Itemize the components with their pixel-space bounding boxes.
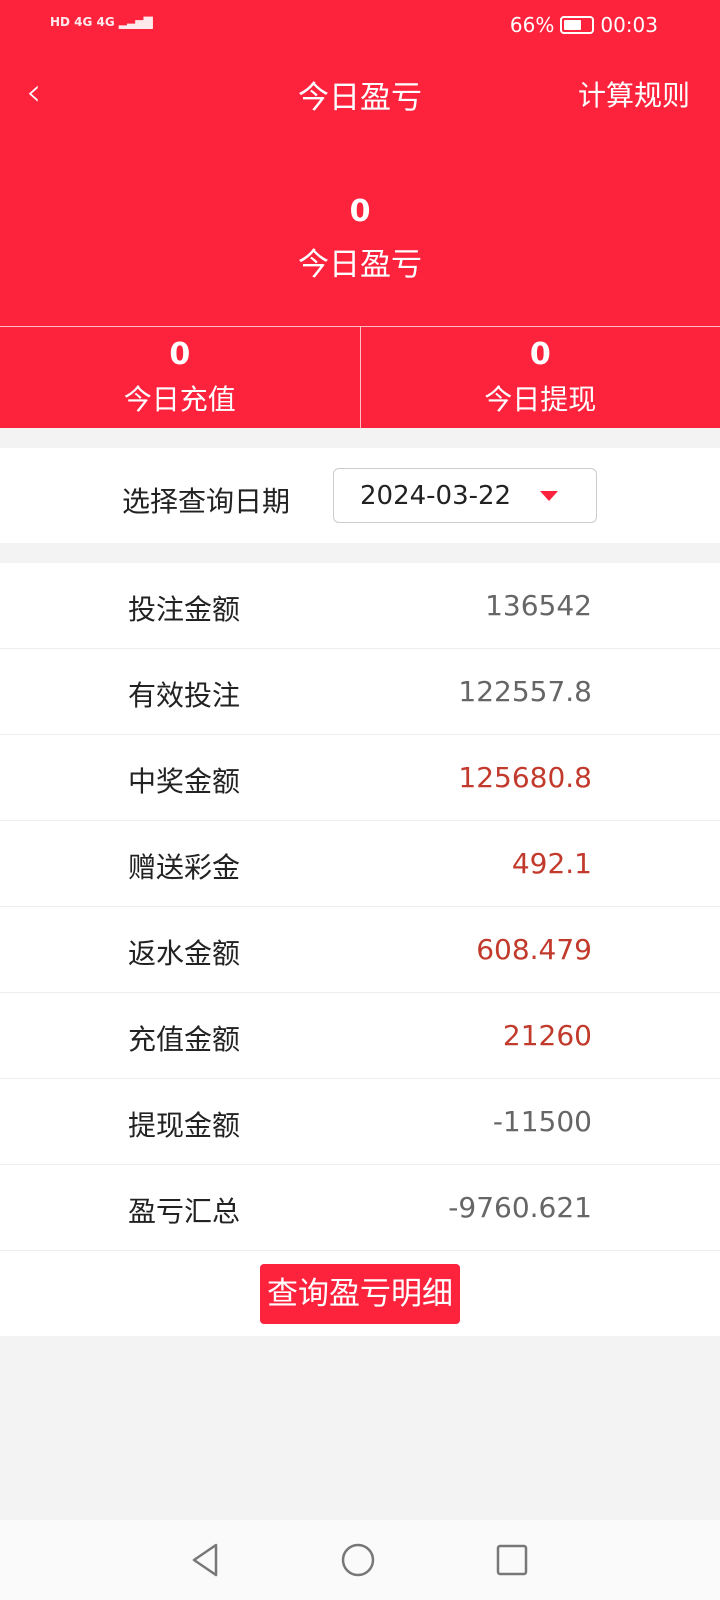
today-profit-label: 今日盈亏: [298, 247, 422, 283]
today-profit-summary: 0 今日盈亏: [0, 132, 720, 326]
stat-value: 136542: [485, 589, 592, 622]
stat-value: 125680.8: [458, 761, 592, 794]
today-stats: 0 今日充值 0 今日提现: [0, 326, 720, 428]
stat-row: 返水金额 608.479: [0, 907, 720, 993]
stat-label: 充值金额: [128, 1023, 241, 1056]
clock: 00:03: [600, 13, 658, 37]
stat-value: 21260: [502, 1019, 592, 1052]
date-filter: 选择查询日期 2024-03-22: [0, 448, 720, 543]
query-details-button[interactable]: 查询盈亏明细: [260, 1264, 460, 1324]
stat-row: 提现金额 -11500: [0, 1079, 720, 1165]
nav-back-icon[interactable]: [188, 1542, 224, 1578]
nav-recents-icon[interactable]: [494, 1542, 530, 1578]
today-recharge: 0 今日充值: [0, 327, 360, 428]
stat-row: 赠送彩金 492.1: [0, 821, 720, 907]
today-withdraw-value: 0: [529, 337, 551, 372]
button-row: 查询盈亏明细: [0, 1251, 720, 1336]
nav-home-icon[interactable]: [340, 1542, 376, 1578]
stat-value: 492.1: [511, 847, 592, 880]
stat-label: 有效投注: [128, 679, 241, 712]
stat-row: 中奖金额 125680.8: [0, 735, 720, 821]
battery-percent: 66%: [509, 13, 555, 37]
stat-row: 投注金额 136542: [0, 563, 720, 649]
system-nav-bar: [0, 1520, 720, 1600]
stat-label: 中奖金额: [128, 765, 241, 798]
date-select[interactable]: 2024-03-22: [333, 468, 597, 523]
today-withdraw-label: 今日提现: [484, 383, 597, 416]
battery-icon: [560, 16, 595, 34]
stat-label: 投注金额: [128, 593, 241, 626]
signal-bars-icon: ▂▃▅▇: [118, 15, 153, 29]
date-label: 选择查询日期: [122, 485, 291, 518]
stat-value: 608.479: [476, 933, 592, 966]
today-recharge-label: 今日充值: [123, 383, 236, 416]
header: ‹ 今日盈亏 计算规则: [0, 52, 720, 132]
today-profit-value: 0: [349, 194, 371, 229]
dropdown-triangle-icon: [540, 491, 558, 501]
stat-label: 赠送彩金: [128, 851, 241, 884]
stat-label: 返水金额: [128, 937, 241, 970]
status-bar: HD 4G 4G ▂▃▅▇ 66% 00:03: [0, 0, 720, 52]
today-recharge-value: 0: [169, 337, 191, 372]
signal-text: HD 4G 4G: [50, 15, 115, 29]
signal-indicator: HD 4G 4G ▂▃▅▇: [50, 14, 153, 30]
stat-row: 充值金额 21260: [0, 993, 720, 1079]
today-withdraw: 0 今日提现: [359, 327, 720, 428]
stat-value: -9760.621: [448, 1191, 592, 1224]
stat-row: 盈亏汇总 -9760.621: [0, 1165, 720, 1251]
stat-row: 有效投注 122557.8: [0, 649, 720, 735]
calc-rules-link[interactable]: 计算规则: [577, 79, 690, 112]
stats-list: 投注金额 136542 有效投注 122557.8 中奖金额 125680.8 赠送彩金 49…: [0, 563, 720, 1251]
page-title: 今日盈亏: [298, 80, 422, 116]
date-value: 2024-03-22: [360, 481, 512, 511]
stat-label: 提现金额: [128, 1109, 241, 1142]
back-chevron-icon[interactable]: ‹: [26, 70, 42, 114]
stat-value: 122557.8: [458, 675, 592, 708]
stat-value: -11500: [492, 1105, 592, 1138]
stat-label: 盈亏汇总: [128, 1195, 241, 1228]
